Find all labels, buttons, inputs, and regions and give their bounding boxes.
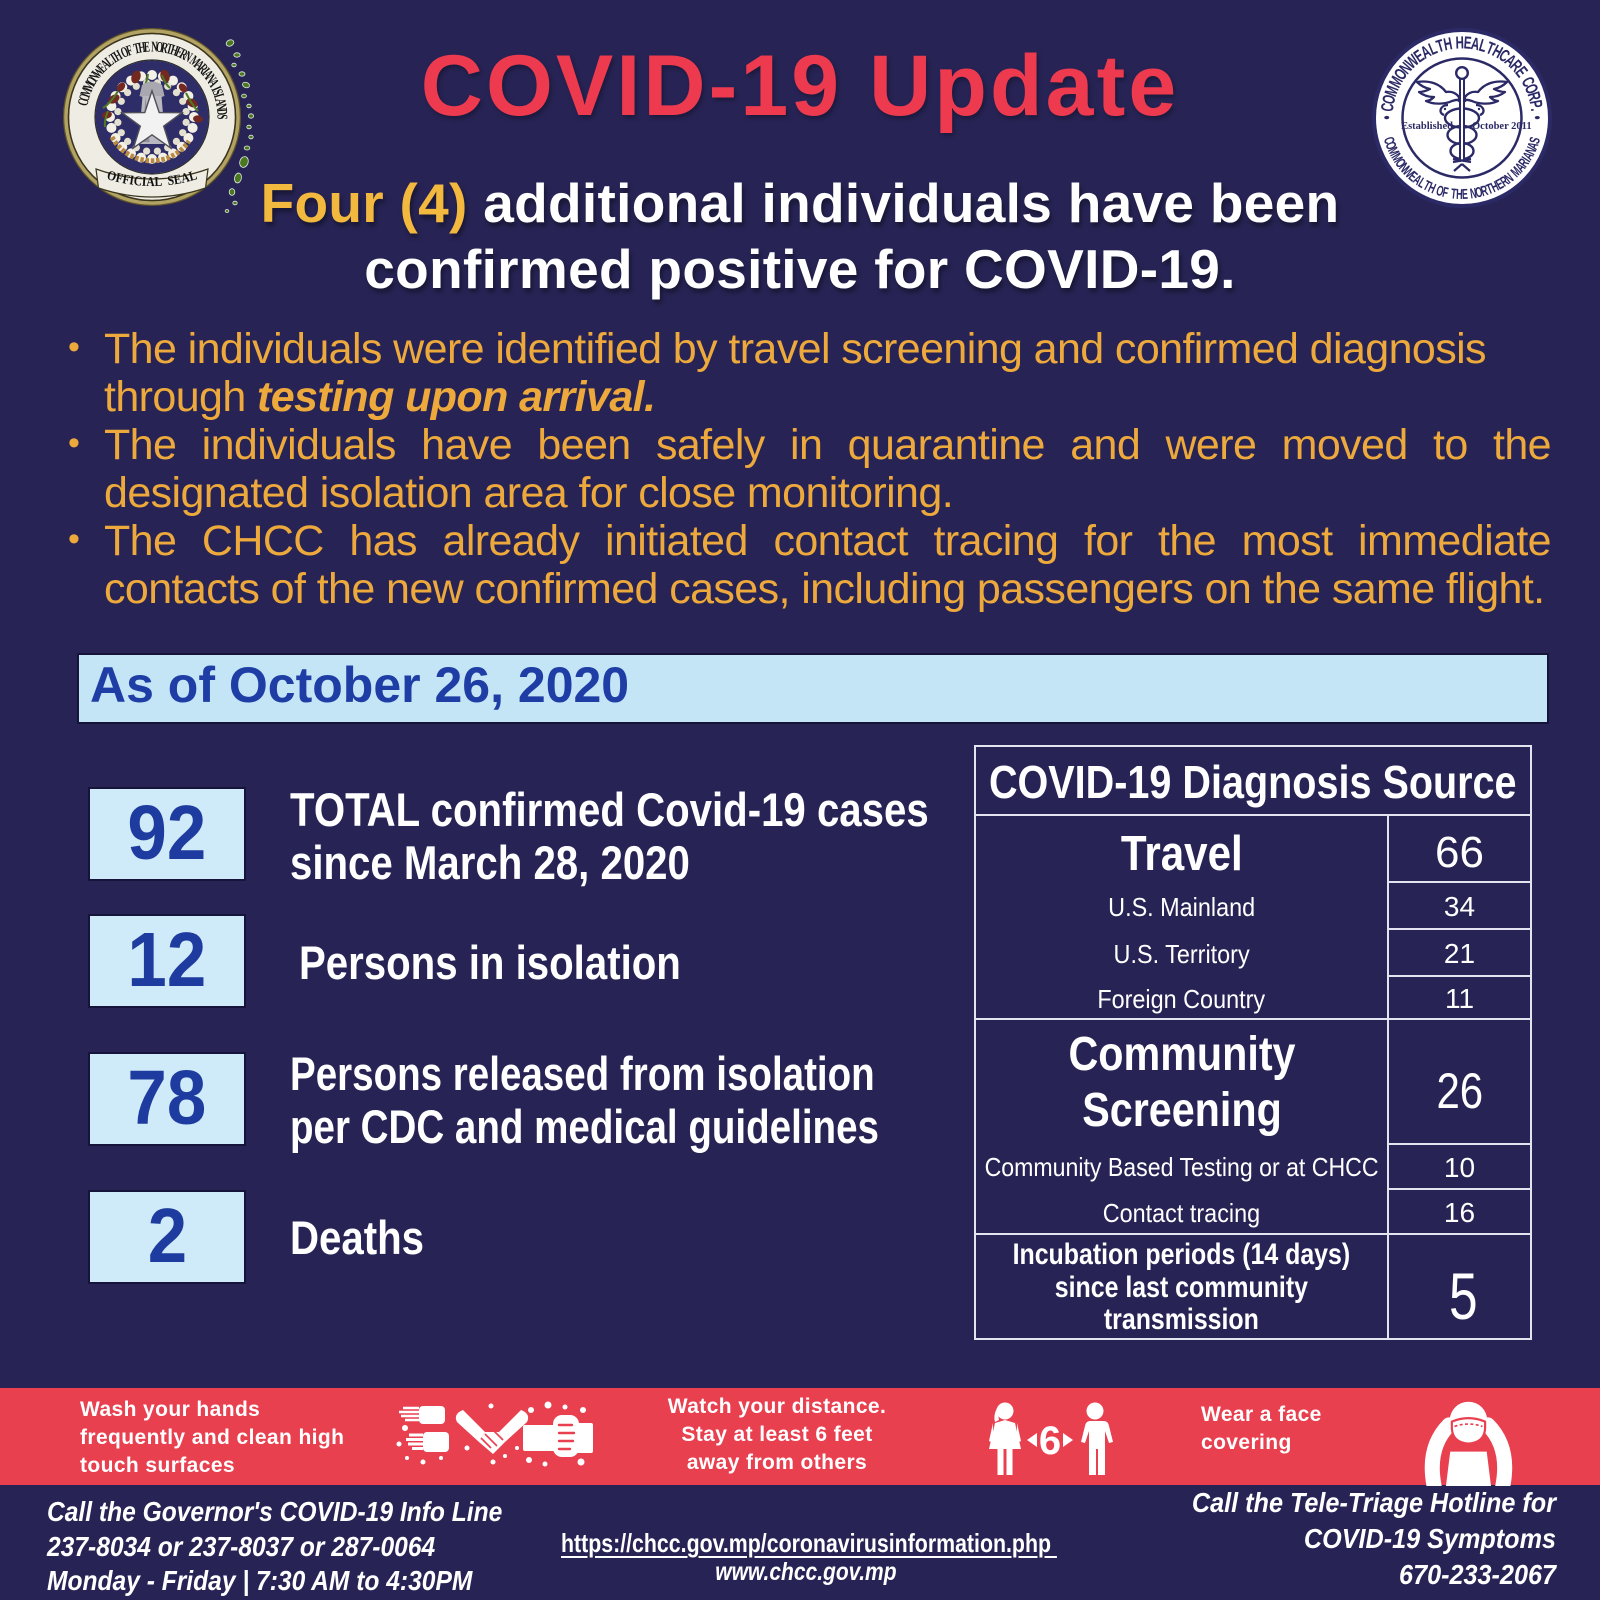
svg-text:E: E xyxy=(1462,186,1469,203)
svg-text:F: F xyxy=(1441,184,1450,202)
svg-text:E: E xyxy=(1463,34,1472,53)
svg-text:C: C xyxy=(1380,135,1398,146)
svg-text:T: T xyxy=(132,39,142,57)
svg-text:N: N xyxy=(1469,185,1478,203)
svg-text:I: I xyxy=(1518,154,1533,165)
svg-text:O: O xyxy=(155,38,164,56)
svg-text:F: F xyxy=(124,41,135,59)
svg-text:October 2011: October 2011 xyxy=(1472,121,1532,132)
svg-text:E: E xyxy=(143,38,150,55)
svg-text:O: O xyxy=(1474,183,1485,201)
svg-text:H: H xyxy=(1455,34,1464,53)
svg-text:A: A xyxy=(212,97,230,107)
svg-text:N: N xyxy=(151,38,158,55)
svg-text:.: . xyxy=(1526,107,1545,112)
svg-text:C: C xyxy=(74,97,92,107)
svg-text:O: O xyxy=(1380,93,1401,106)
svg-text:A: A xyxy=(1469,35,1481,55)
svg-text:D: D xyxy=(213,108,230,116)
svg-text:OFFICIAL SEAL: OFFICIAL SEAL xyxy=(105,167,198,189)
svg-text:O: O xyxy=(75,91,93,103)
svg-text:T: T xyxy=(1450,185,1458,202)
svg-text:R: R xyxy=(160,39,170,57)
svg-text:S: S xyxy=(209,87,227,98)
svg-text:H: H xyxy=(1442,35,1454,55)
svg-text:R: R xyxy=(1479,182,1490,200)
svg-text:C: C xyxy=(1379,102,1399,113)
svg-text:T: T xyxy=(1484,180,1496,198)
svg-text:S: S xyxy=(214,114,231,119)
svg-text:Established: Established xyxy=(1401,121,1453,132)
svg-text:I: I xyxy=(208,84,225,94)
svg-text:N: N xyxy=(213,102,231,111)
svg-text:H: H xyxy=(137,38,147,56)
svg-text:S: S xyxy=(1526,135,1544,146)
svg-text:O: O xyxy=(1434,182,1446,200)
svg-text:L: L xyxy=(210,92,228,103)
svg-text:6: 6 xyxy=(1039,1419,1061,1463)
svg-text:•: • xyxy=(1378,116,1397,120)
svg-text:P: P xyxy=(1525,99,1545,110)
svg-text:•: • xyxy=(1527,116,1546,120)
svg-text:T: T xyxy=(164,40,175,58)
svg-text:H: H xyxy=(1456,186,1463,203)
